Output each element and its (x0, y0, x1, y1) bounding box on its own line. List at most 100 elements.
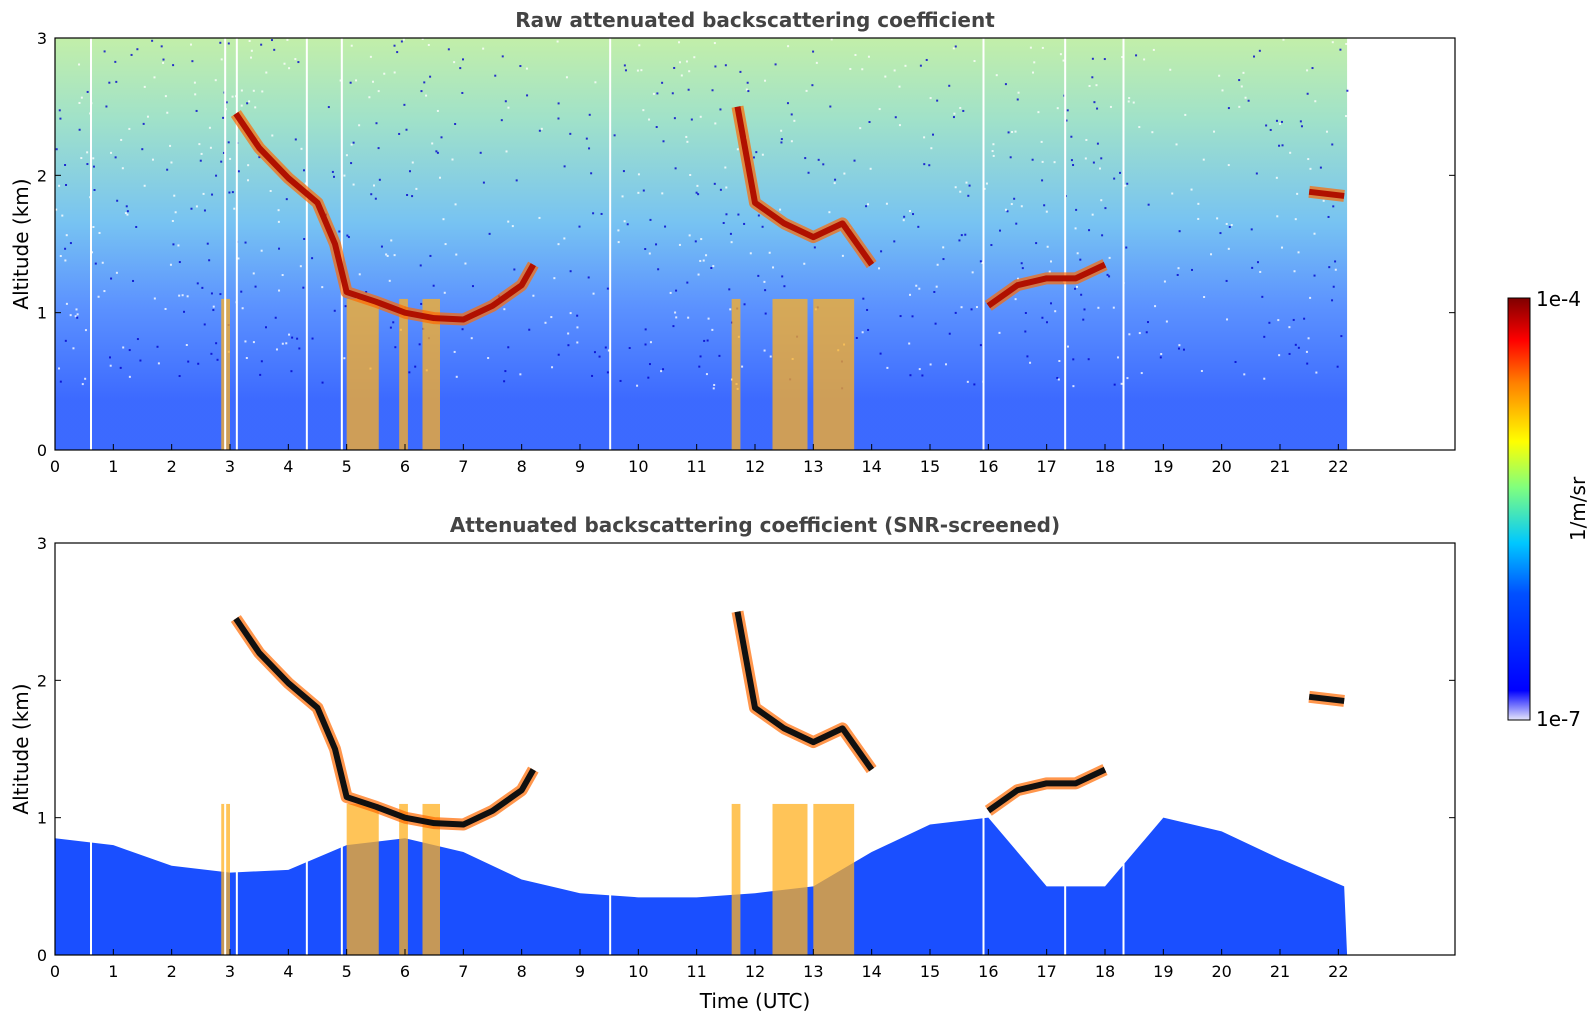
noise-speckle (408, 170, 411, 173)
noise-speckle (169, 263, 172, 266)
noise-speckle (868, 121, 871, 124)
colorbar: 1e-4 1e-7 1/m/sr (1507, 287, 1590, 731)
noise-speckle (377, 90, 380, 93)
noise-speckle (252, 341, 255, 344)
noise-speckle (903, 215, 906, 218)
noise-speckle (697, 193, 700, 196)
noise-speckle (1041, 160, 1044, 163)
noise-speckle (1259, 270, 1262, 273)
noise-speckle (908, 210, 911, 213)
data-gap (1064, 803, 1067, 955)
noise-speckle (237, 170, 240, 173)
noise-speckle (660, 370, 663, 373)
noise-speckle (1043, 204, 1046, 207)
noise-speckle (65, 302, 68, 305)
noise-speckle (763, 280, 766, 283)
noise-speckle (1057, 378, 1060, 381)
noise-speckle (244, 241, 247, 244)
noise-speckle (1307, 337, 1310, 340)
noise-speckle (879, 352, 882, 355)
noise-speckle (567, 332, 570, 335)
noise-speckle (1050, 302, 1053, 305)
noise-speckle (567, 344, 570, 347)
noise-speckle (954, 45, 957, 48)
noise-speckle (1276, 215, 1279, 218)
noise-speckle (761, 225, 764, 228)
noise-speckle (1281, 144, 1284, 147)
noise-speckle (1146, 321, 1149, 324)
noise-speckle (1243, 373, 1246, 376)
noise-speckle (642, 189, 645, 192)
noise-speckle (557, 243, 560, 246)
noise-speckle (1075, 208, 1078, 211)
noise-speckle (538, 216, 541, 219)
noise-speckle (711, 328, 714, 331)
noise-speckle (254, 285, 257, 288)
noise-speckle (1307, 158, 1310, 161)
noise-speckle (1230, 224, 1233, 227)
noise-speckle (375, 122, 378, 125)
noise-speckle (619, 379, 622, 382)
noise-speckle (197, 362, 200, 365)
noise-speckle (1305, 350, 1308, 353)
noise-speckle (954, 311, 957, 314)
screened-y-axis-label: Altitude (km) (9, 683, 33, 814)
noise-speckle (859, 127, 862, 130)
noise-speckle (830, 38, 833, 41)
noise-speckle (186, 295, 189, 298)
data-gap (982, 38, 985, 450)
noise-speckle (655, 243, 658, 246)
noise-speckle (169, 144, 172, 147)
noise-speckle (278, 247, 281, 250)
noise-speckle (953, 112, 956, 115)
noise-speckle (252, 272, 255, 275)
precipitation-streak (346, 298, 379, 450)
noise-speckle (736, 148, 739, 151)
cloud-layer (986, 261, 1107, 309)
noise-speckle (110, 151, 113, 154)
noise-speckle (923, 163, 926, 166)
noise-speckle (1011, 130, 1014, 133)
noise-speckle (396, 51, 399, 54)
noise-speckle (369, 55, 372, 58)
noise-speckle (648, 252, 651, 255)
noise-speckle (1016, 98, 1019, 101)
screened-backscatter-panel: Attenuated backscattering coefficient (S… (9, 513, 1456, 1013)
noise-speckle (1294, 218, 1297, 221)
noise-speckle (622, 170, 625, 173)
noise-speckle (679, 61, 682, 64)
noise-speckle (372, 80, 375, 83)
noise-speckle (1145, 331, 1148, 334)
noise-speckle (74, 315, 77, 318)
noise-speckle (125, 205, 128, 208)
x-tick-label: 5 (342, 962, 352, 981)
noise-speckle (959, 190, 962, 193)
noise-speckle (64, 259, 67, 262)
raw-y-axis-label: Altitude (km) (9, 178, 33, 309)
noise-speckle (143, 85, 146, 88)
cloud-layer (734, 611, 875, 772)
noise-speckle (122, 346, 125, 349)
noise-speckle (1228, 225, 1231, 228)
noise-speckle (209, 146, 212, 149)
noise-speckle (1251, 266, 1254, 269)
noise-speckle (687, 88, 690, 91)
noise-speckle (686, 140, 689, 143)
noise-speckle (172, 64, 175, 67)
noise-speckle (1132, 101, 1135, 104)
noise-speckle (78, 63, 81, 66)
noise-speckle (1126, 182, 1129, 185)
noise-speckle (178, 375, 181, 378)
noise-speckle (507, 346, 510, 349)
noise-speckle (884, 75, 887, 78)
noise-speckle (787, 45, 790, 48)
screened-heatmap-marks (55, 610, 1348, 955)
noise-speckle (648, 363, 651, 366)
x-tick-label: 7 (458, 962, 468, 981)
noise-speckle (1031, 71, 1034, 74)
noise-speckle (398, 132, 401, 135)
y-tick-label: 1 (37, 304, 47, 323)
noise-speckle (151, 39, 154, 42)
x-tick-label: 1 (108, 457, 118, 476)
noise-speckle (461, 91, 464, 94)
